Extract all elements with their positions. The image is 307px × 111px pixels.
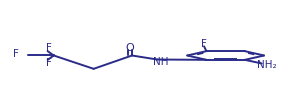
Text: F: F <box>45 43 52 53</box>
Text: O: O <box>126 43 134 53</box>
Text: F: F <box>13 49 19 59</box>
Text: F: F <box>45 58 52 68</box>
Text: F: F <box>201 39 207 49</box>
Text: NH₂: NH₂ <box>258 60 277 70</box>
Text: NH: NH <box>153 57 168 67</box>
